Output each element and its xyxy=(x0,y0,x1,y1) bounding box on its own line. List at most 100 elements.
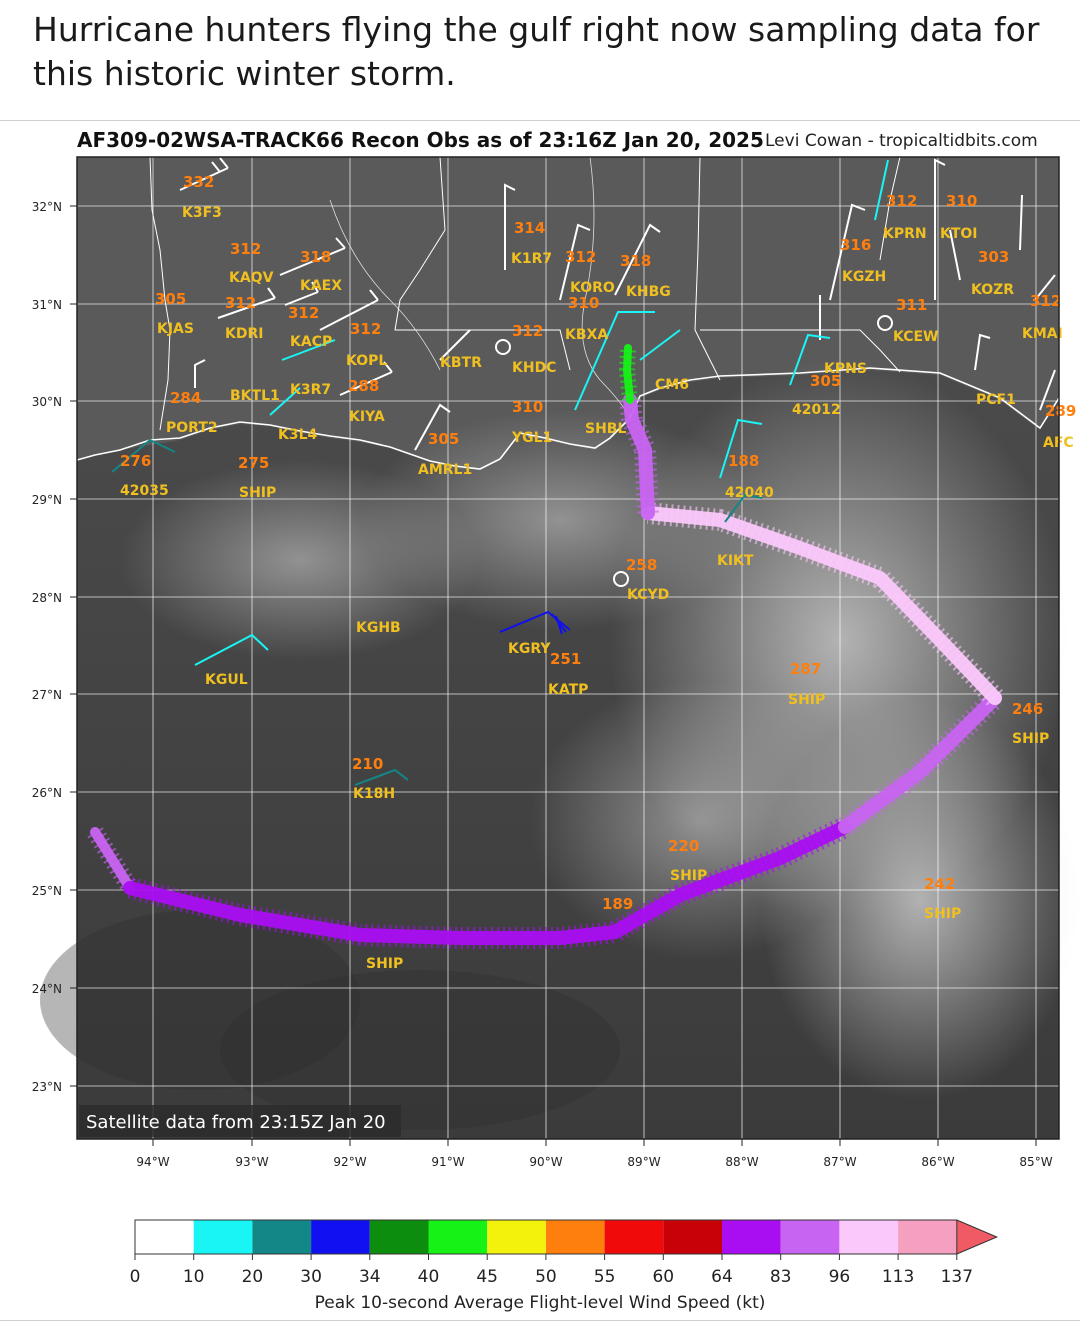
wind-barbs xyxy=(111,157,1056,786)
wind-value-label: 332 xyxy=(183,173,214,191)
station-label: 42035 xyxy=(120,483,169,499)
lat-label: 25°N xyxy=(32,884,62,898)
wind-value-label: 312 xyxy=(512,322,543,340)
wind-value-label: 275 xyxy=(238,454,269,472)
station-label: SHIP xyxy=(670,868,707,884)
colorbar-swatch xyxy=(487,1220,546,1254)
station-label: SHIP xyxy=(366,956,403,972)
colorbar-tick-label: 34 xyxy=(358,1267,381,1287)
station-circle xyxy=(877,315,893,331)
lat-label: 30°N xyxy=(32,395,62,409)
land-area xyxy=(77,157,1059,470)
wind-value-label: 312 xyxy=(288,304,319,322)
clear-area xyxy=(220,970,620,1130)
lat-label: 28°N xyxy=(32,591,62,605)
colorbar-tick-label: 55 xyxy=(593,1267,616,1287)
wind-value-label: 310 xyxy=(512,398,543,416)
wind-value-label: 276 xyxy=(120,452,151,470)
latitude-axis: 32°N 31°N 30°N 29°N 28°N 27°N 26°N 25°N 24°N 23°N xyxy=(32,200,77,1094)
station-label: KAQV xyxy=(229,270,274,286)
lat-label: 31°N xyxy=(32,298,62,312)
colorbar-swatch xyxy=(663,1220,722,1254)
station-label: KOZR xyxy=(971,282,1014,298)
wind-speed-colorbar xyxy=(134,1219,999,1260)
wind-value-label: 305 xyxy=(810,372,841,390)
station-label: KGHB xyxy=(356,620,401,636)
station-label: KPRN xyxy=(883,226,927,242)
flight-track xyxy=(87,344,1003,949)
colorbar-tick-label: 50 xyxy=(535,1267,557,1287)
wind-value-label: 314 xyxy=(514,219,545,237)
coastline xyxy=(76,367,1060,470)
wind-value-label: 289 xyxy=(1045,402,1076,420)
station-label: KHBG xyxy=(626,284,671,300)
station-label: KBXA xyxy=(565,327,608,343)
station-label: KIYA xyxy=(349,409,385,425)
track-barbs xyxy=(619,398,659,514)
lon-label: 85°W xyxy=(1019,1155,1052,1169)
wind-value-label: 316 xyxy=(840,236,871,254)
station-label: KDRI xyxy=(225,326,263,342)
lon-label: 91°W xyxy=(431,1155,464,1169)
station-label: KIKT xyxy=(717,553,754,569)
lat-label: 24°N xyxy=(32,982,62,996)
track-barbs xyxy=(838,690,1003,836)
lon-label: 94°W xyxy=(136,1155,169,1169)
station-label: SHIP xyxy=(924,906,961,922)
lat-label: 23°N xyxy=(32,1080,62,1094)
colorbar-swatch xyxy=(545,1220,605,1254)
station-label: SHIP xyxy=(1012,731,1049,747)
colorbar-tick-label: 113 xyxy=(881,1267,915,1287)
wind-value-label: 242 xyxy=(924,875,955,893)
station-label: KTOI xyxy=(940,226,978,242)
station-label: K1R7 xyxy=(511,251,552,267)
lat-label: 32°N xyxy=(32,200,62,214)
station-label: KCEW xyxy=(893,329,939,345)
clear-area xyxy=(40,910,360,1090)
colorbar-tick-label: 45 xyxy=(476,1267,499,1287)
station-label: SHBL xyxy=(585,421,626,437)
recon-map: 32°N 31°N 30°N 29°N 28°N 27°N 26°N 25°N 24°N 23°N… xyxy=(32,156,1080,1169)
colorbar-arrow xyxy=(956,1220,997,1254)
lon-label: 90°W xyxy=(529,1155,562,1169)
colorbar-arrow-border xyxy=(956,1219,999,1255)
station-label: SHIP xyxy=(239,485,276,501)
lon-label: 88°W xyxy=(725,1155,758,1169)
colorbar-swatch xyxy=(898,1220,957,1254)
colorbar-swatch xyxy=(780,1220,840,1254)
wind-value-label: 312 xyxy=(350,320,381,338)
lon-label: 93°W xyxy=(235,1155,268,1169)
wind-value-label: 312 xyxy=(565,248,596,266)
colorbar-swatch xyxy=(135,1220,194,1254)
station-label: K3L4 xyxy=(278,427,318,443)
colorbar-tick-label: 20 xyxy=(241,1267,264,1287)
station-label: YGL1 xyxy=(511,430,552,446)
wind-value-label: 312 xyxy=(886,192,917,210)
wind-value-label: 288 xyxy=(348,377,379,395)
state-border xyxy=(149,156,171,431)
satellite-note: Satellite data from 23:15Z Jan 20 xyxy=(86,1112,386,1133)
divider xyxy=(0,1320,1080,1321)
station-label: PORT2 xyxy=(166,420,218,436)
state-border xyxy=(700,329,901,373)
station-label: KGUL xyxy=(205,672,248,688)
station-label: SHIP xyxy=(788,692,825,708)
station-label: KCYD xyxy=(627,587,669,603)
track-barbs xyxy=(619,347,638,401)
station-label: KOPL xyxy=(346,353,387,369)
wind-value-label: 189 xyxy=(602,895,633,913)
station-label: KACP xyxy=(290,334,332,350)
station-label: AMRL1 xyxy=(418,462,472,478)
colorbar-tick-label: 137 xyxy=(940,1267,974,1287)
divider xyxy=(0,120,1080,121)
station-label: KHDC xyxy=(512,360,556,376)
station-label: K3F3 xyxy=(182,205,222,221)
station-label: PCF1 xyxy=(976,392,1016,408)
wind-value-label: 312 xyxy=(230,240,261,258)
lon-label: 92°W xyxy=(333,1155,366,1169)
lon-label: 89°W xyxy=(627,1155,660,1169)
station-label: KGZH xyxy=(842,269,886,285)
station-label: K3R7 xyxy=(290,382,331,398)
station-label: KJAS xyxy=(157,321,194,337)
colorbar-swatch xyxy=(428,1220,488,1254)
